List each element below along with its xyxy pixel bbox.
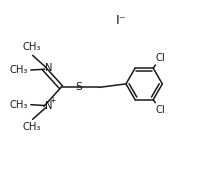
Text: N: N [44, 63, 52, 73]
Text: N: N [44, 101, 52, 111]
Text: CH₃: CH₃ [22, 42, 41, 52]
Text: CH₃: CH₃ [9, 65, 27, 75]
Text: CH₃: CH₃ [22, 122, 41, 133]
Text: I⁻: I⁻ [115, 14, 126, 27]
Text: CH₃: CH₃ [9, 100, 27, 110]
Text: S: S [75, 82, 82, 92]
Text: +: + [49, 96, 56, 105]
Text: Cl: Cl [155, 53, 165, 63]
Text: Cl: Cl [155, 105, 165, 115]
